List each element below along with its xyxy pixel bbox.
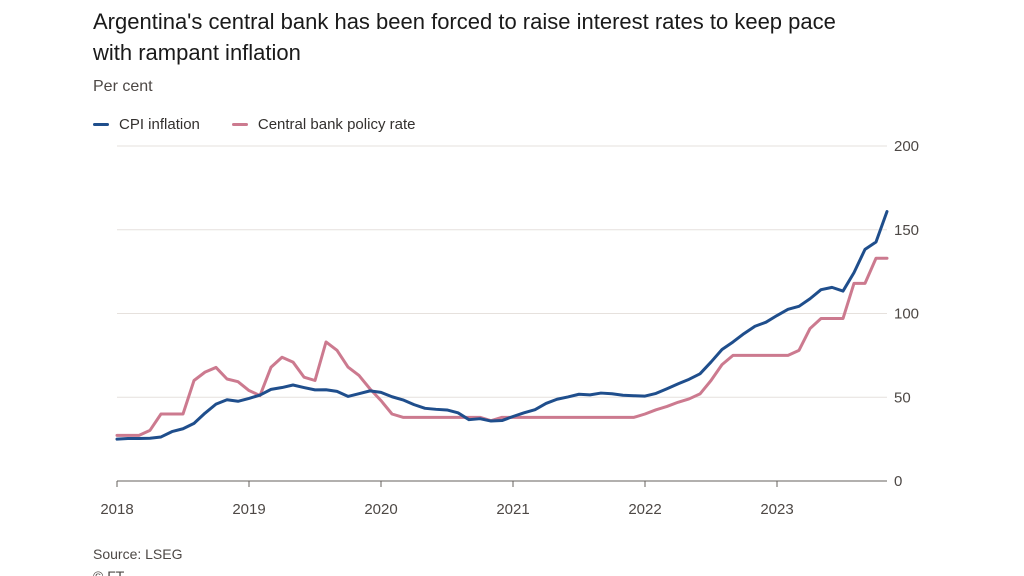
legend-swatch-cpi (93, 123, 109, 126)
source-note: Source: LSEG (93, 546, 183, 562)
legend-swatch-policy-rate (231, 123, 248, 126)
x-tick-label-2020: 2020 (364, 501, 397, 518)
y-axis-ticks: 0 50 100 150 200 (894, 138, 919, 490)
y-tick-label-100: 100 (894, 306, 919, 323)
chart-subtitle: Per cent (93, 78, 153, 95)
x-tick-label-2022: 2022 (628, 501, 661, 518)
legend-label-policy-rate: Central bank policy rate (257, 116, 416, 133)
chart-legend: CPI inflation Central bank policy rate (93, 116, 447, 133)
legend-label-cpi: CPI inflation (119, 116, 200, 133)
x-axis: 2018 2019 2020 2021 2022 2023 (100, 481, 794, 518)
x-tick-label-2018: 2018 (100, 501, 133, 518)
chart-title: Argentina's central bank has been forced… (93, 9, 836, 65)
x-tick-label-2021: 2021 (496, 501, 529, 518)
series-line-policy-rate (115, 256, 889, 437)
legend-item-cpi: CPI inflation (93, 116, 200, 133)
y-tick-label-0: 0 (894, 473, 902, 490)
grid-lines (117, 145, 887, 482)
x-tick-label-2023: 2023 (760, 501, 793, 518)
y-tick-label-50: 50 (894, 389, 911, 406)
y-tick-label-200: 200 (894, 138, 919, 155)
copyright-note: © FT (93, 568, 125, 576)
series-lines (115, 209, 889, 441)
series-line-cpi-inflation (115, 209, 889, 441)
y-tick-label-150: 150 (894, 222, 919, 239)
x-tick-label-2019: 2019 (232, 501, 265, 518)
legend-item-policy-rate: Central bank policy rate (231, 116, 416, 133)
